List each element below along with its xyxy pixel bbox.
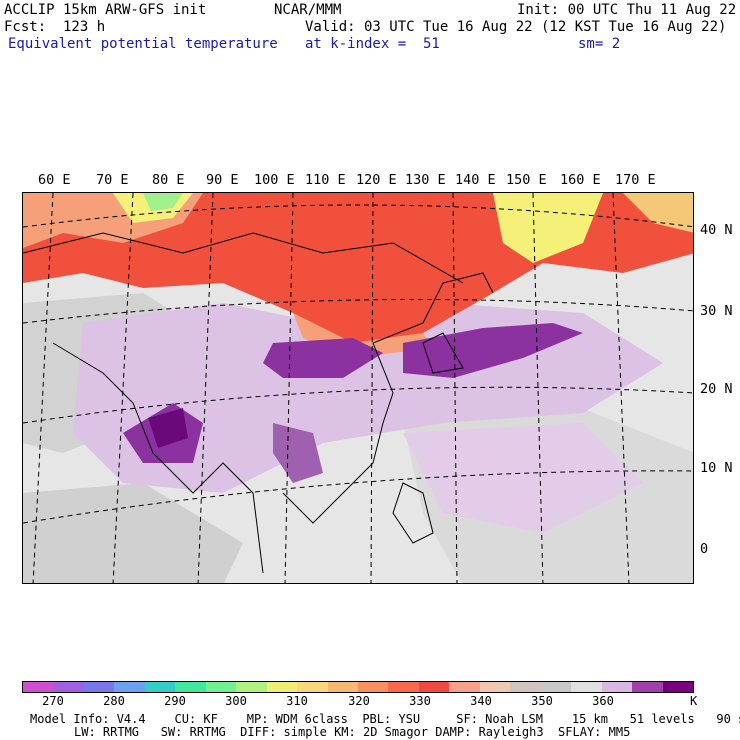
border-line <box>23 232 464 284</box>
warm-band <box>623 193 693 233</box>
longitude-label: 60 E <box>38 172 71 188</box>
colorbar-tick-label: 300 <box>225 694 247 708</box>
latitude-label: 40 N <box>700 222 733 238</box>
colorbar-segment <box>297 682 328 692</box>
latitude-label: 10 N <box>700 460 733 476</box>
purple-plume <box>403 323 583 378</box>
philippines-coast <box>392 482 434 544</box>
latitude-label: 0 <box>700 541 709 557</box>
valid-time: Valid: 03 UTC Tue 16 Aug 22 (12 KST Tue … <box>305 19 727 35</box>
purple-plume <box>148 408 188 448</box>
colorbar-segment <box>662 682 693 692</box>
colorbar-segment <box>53 682 84 692</box>
longitude-label: 160 E <box>560 172 601 188</box>
light-purple-region <box>403 423 643 533</box>
longitude-label: 80 E <box>152 172 185 188</box>
colorbar-segment <box>632 682 663 692</box>
colorbar-tick-label: 320 <box>348 694 370 708</box>
forecast-hour: Fcst: 123 h <box>4 19 106 35</box>
physics-info-line: LW: RRTMG SW: RRTMG DIFF: simple KM: 2D … <box>74 725 631 739</box>
latitude-label: 30 N <box>700 303 733 319</box>
colorbar-segment <box>144 682 176 692</box>
colorbar-segment <box>479 682 511 692</box>
grey-patch <box>23 483 243 583</box>
colorbar-segment <box>540 682 572 692</box>
map-panel <box>22 192 694 584</box>
green-patch <box>143 193 183 211</box>
longitude-label: 120 E <box>356 172 397 188</box>
colorbar-segment <box>571 682 602 692</box>
colorbar-segment <box>114 682 145 692</box>
longitude-label: 150 E <box>506 172 547 188</box>
colorbar <box>22 681 694 693</box>
colorbar-segment <box>83 682 115 692</box>
colorbar-segment <box>266 682 298 692</box>
model-title: ACCLIP 15km ARW-GFS init <box>4 2 207 18</box>
colorbar-tick-label: 270 <box>42 694 64 708</box>
longitude-label: 110 E <box>305 172 346 188</box>
longitude-label: 90 E <box>206 172 239 188</box>
purple-plume <box>273 423 323 483</box>
colorbar-tick-label: 350 <box>531 694 553 708</box>
model-info-line: Model Info: V4.4 CU: KF MP: WDM 6class P… <box>30 712 740 726</box>
field-name: Equivalent potential temperature <box>8 36 278 52</box>
colorbar-segment <box>236 682 267 692</box>
colorbar-unit: K <box>690 694 698 708</box>
colorbar-segment <box>418 682 450 692</box>
org-label: NCAR/MMM <box>274 2 342 18</box>
colorbar-segment <box>175 682 206 692</box>
smoothing-info: sm= 2 <box>578 36 621 52</box>
colorbar-segment <box>601 682 633 692</box>
colorbar-tick-label: 360 <box>592 694 614 708</box>
longitude-label: 140 E <box>455 172 496 188</box>
colorbar-segment <box>449 682 480 692</box>
longitude-label: 170 E <box>615 172 656 188</box>
graticule <box>23 193 693 583</box>
init-time: Init: 00 UTC Thu 11 Aug 22 <box>517 2 737 18</box>
longitude-label: 70 E <box>96 172 129 188</box>
colorbar-segment <box>388 682 419 692</box>
colorbar-segment <box>327 682 358 692</box>
colorbar-segment <box>357 682 389 692</box>
colorbar-segment <box>205 682 237 692</box>
colorbar-tick-label: 310 <box>286 694 308 708</box>
colorbar-segment <box>510 682 541 692</box>
colorbar-segment <box>23 682 54 692</box>
longitude-label: 130 E <box>405 172 446 188</box>
longitude-label: 100 E <box>254 172 295 188</box>
colorbar-tick-label: 340 <box>470 694 492 708</box>
colorbar-tick-label: 290 <box>164 694 186 708</box>
purple-plume <box>263 338 383 378</box>
colorbar-tick-label: 280 <box>103 694 125 708</box>
colorbar-tick-label: 330 <box>409 694 431 708</box>
level-info: at k-index = 51 <box>305 36 440 52</box>
latitude-label: 20 N <box>700 381 733 397</box>
map-svg <box>23 193 693 583</box>
japan-coast <box>422 332 464 374</box>
